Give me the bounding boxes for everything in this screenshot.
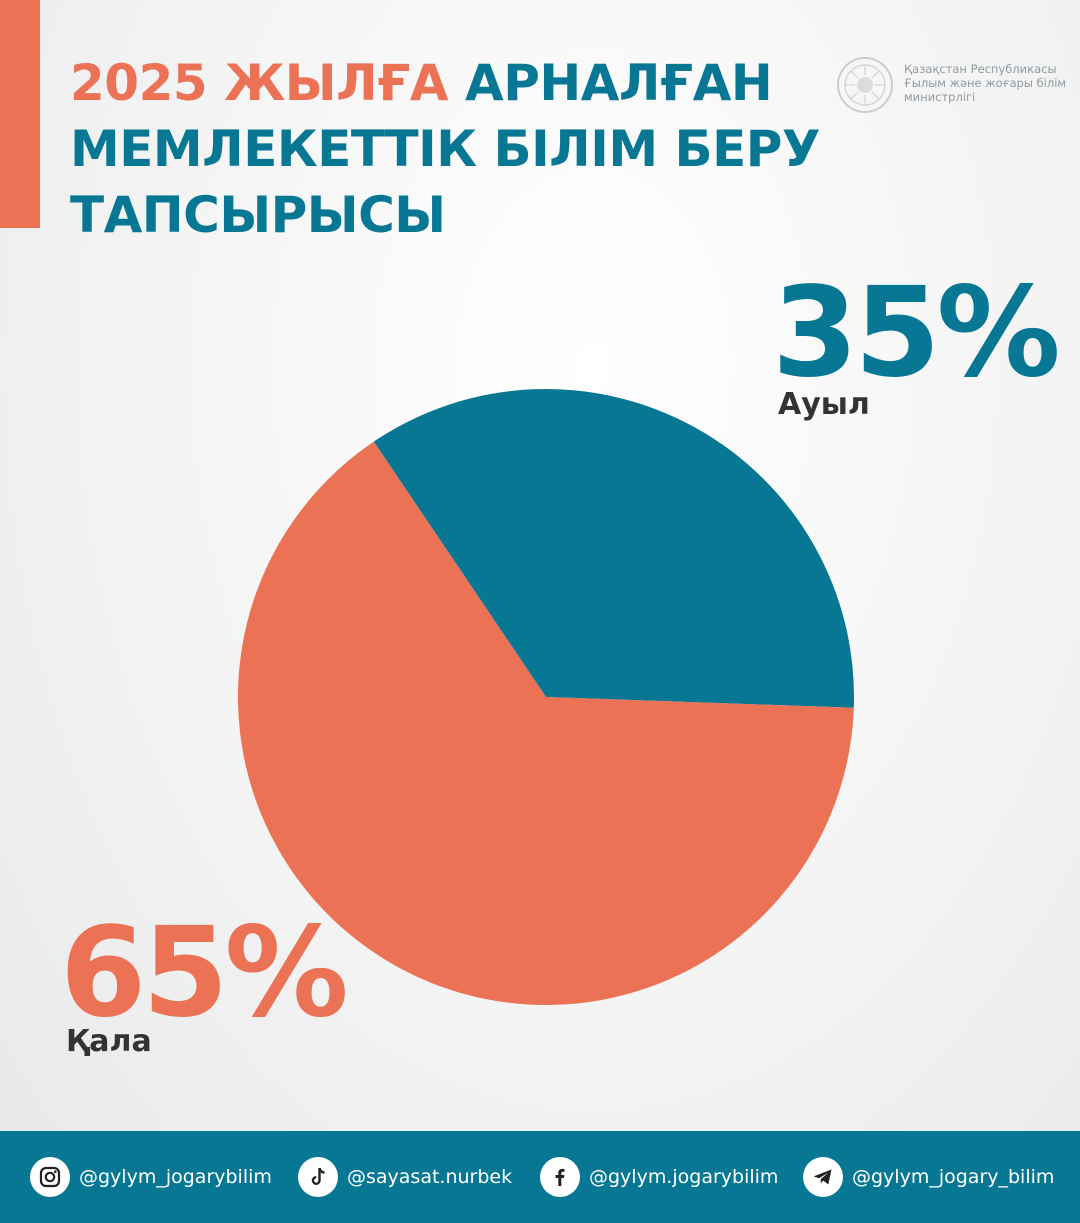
instagram-handle[interactable]: @gylym_jogarybilim [79,1166,272,1188]
ministry-line1: Қазақстан Республикасы [904,62,1057,76]
rural-percent-label: 35% [772,261,1061,405]
telegram-handle[interactable]: @gylym_jogary_bilim [852,1166,1055,1188]
page-title: 2025 ЖЫЛҒА АРНАЛҒАН МЕМЛЕКЕТТІК БІЛІМ БЕР… [70,50,830,248]
tiktok-handle[interactable]: @sayasat.nurbek [347,1166,513,1188]
rural-category-label: Ауыл [778,387,870,422]
ministry-line3: министрлігі [904,90,976,104]
ministry-line2: Ғылым және жоғары білім [904,76,1067,90]
social-facebook[interactable]: @gylym.jogarybilim [540,1157,778,1197]
facebook-icon[interactable] [540,1157,580,1197]
pie-slice-rural [373,389,854,708]
state-emblem-icon [837,57,893,113]
urban-category-label: Қала [66,1024,152,1059]
telegram-icon[interactable] [803,1157,843,1197]
social-telegram[interactable]: @gylym_jogary_bilim [803,1157,1054,1197]
social-tiktok[interactable]: @sayasat.nurbek [298,1157,512,1197]
instagram-icon[interactable] [30,1157,70,1197]
accent-bar [0,0,40,228]
title-line3: ТАПСЫРЫСЫ [70,186,446,244]
title-highlight: 2025 ЖЫЛҒА [70,54,449,112]
pie-slice-urban [237,441,854,1005]
tiktok-icon[interactable] [298,1157,338,1197]
title-line2: МЕМЛЕКЕТТІК БІЛІМ БЕРУ [70,120,820,178]
urban-percent-label: 65% [60,901,349,1045]
title-line1-rest: АРНАЛҒАН [465,54,773,112]
ministry-name: Қазақстан Республикасы Ғылым және жоғары… [904,62,1076,104]
ministry-logo: Қазақстан Республикасы Ғылым және жоғары… [836,56,1076,116]
social-instagram[interactable]: @gylym_jogarybilim [30,1157,272,1197]
footer-bar: @gylym_jogarybilim @sayasat.nurbek @gyly… [0,1131,1080,1223]
facebook-handle[interactable]: @gylym.jogarybilim [589,1166,779,1188]
